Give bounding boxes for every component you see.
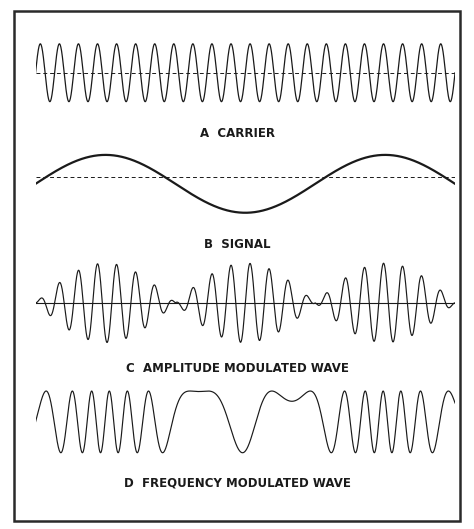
Text: D  FREQUENCY MODULATED WAVE: D FREQUENCY MODULATED WAVE xyxy=(124,476,350,489)
Text: C  AMPLITUDE MODULATED WAVE: C AMPLITUDE MODULATED WAVE xyxy=(126,362,348,376)
Text: B  SIGNAL: B SIGNAL xyxy=(204,238,270,251)
Text: A  CARRIER: A CARRIER xyxy=(200,127,274,140)
